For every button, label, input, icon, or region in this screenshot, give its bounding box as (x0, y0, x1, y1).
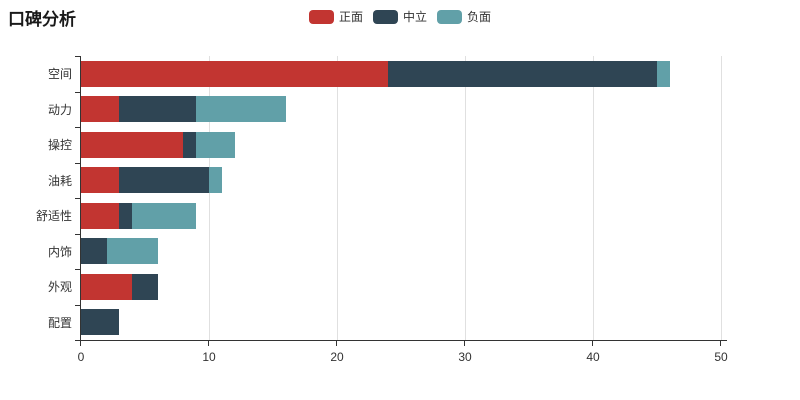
y-axis-tick (75, 340, 80, 341)
stacked-bar (81, 238, 721, 265)
x-axis-tick-label: 40 (586, 350, 600, 364)
bar-segment-正面 (81, 60, 389, 87)
y-axis-label: 内饰 (47, 244, 72, 259)
bar-segment-负面 (208, 167, 222, 194)
bar-row (81, 269, 721, 305)
bar-row (81, 127, 721, 163)
gridline (593, 56, 594, 340)
gridline (465, 56, 466, 340)
x-axis-tick (80, 341, 81, 346)
legend-marker-icon (372, 9, 398, 24)
bar-row (81, 56, 721, 92)
y-axis-label: 舒适性 (35, 209, 72, 224)
bar-segment-中立 (81, 309, 120, 336)
bar-segment-中立 (119, 202, 133, 229)
x-axis-tick (720, 341, 721, 346)
bar-row (81, 163, 721, 199)
x-axis-tick-label: 10 (202, 350, 216, 364)
y-axis-label: 动力 (47, 102, 72, 117)
y-axis-line (80, 56, 81, 341)
stacked-bar (81, 167, 721, 194)
bar-segment-负面 (656, 60, 670, 87)
bar-segment-中立 (119, 96, 197, 123)
bar-segment-中立 (388, 60, 657, 87)
bar-segment-负面 (106, 238, 158, 265)
legend-item-1[interactable]: 中立 (372, 8, 427, 25)
legend: 正面 中立 负面 (0, 8, 800, 25)
stacked-bar (81, 60, 721, 87)
y-axis-label: 外观 (47, 280, 72, 295)
x-axis-line (80, 340, 727, 341)
bar-segment-正面 (81, 96, 120, 123)
y-axis-tick (75, 198, 80, 199)
y-axis-label: 操控 (47, 138, 72, 153)
bar-segment-正面 (81, 167, 120, 194)
bar-segment-中立 (81, 238, 107, 265)
legend-item-0[interactable]: 正面 (308, 8, 363, 25)
y-axis-tick (75, 127, 80, 128)
gridline (209, 56, 210, 340)
stacked-bar (81, 131, 721, 158)
bar-segment-正面 (81, 202, 120, 229)
legend-marker-icon (308, 9, 334, 24)
y-axis-tick (75, 269, 80, 270)
legend-item-label: 正面 (338, 10, 363, 24)
y-axis-label: 配置 (47, 315, 72, 330)
bar-segment-负面 (132, 202, 197, 229)
chart-title: 口碑分析 (8, 10, 76, 29)
plot-area: 0 10 20 30 40 50 空间动力操控油耗舒适性内饰外观配置 (36, 56, 728, 364)
bar-row (81, 234, 721, 270)
y-axis-label: 油耗 (47, 173, 72, 188)
bar-row (81, 305, 721, 341)
bar-row (81, 198, 721, 234)
y-axis-tick (75, 304, 80, 306)
y-axis-label: 空间 (47, 67, 72, 82)
x-axis-tick (336, 341, 337, 346)
y-axis-tick (75, 162, 80, 164)
bar-segment-中立 (119, 167, 209, 194)
legend-item-label: 负面 (467, 10, 492, 24)
legend-item-label: 中立 (402, 10, 427, 24)
bar-segment-正面 (81, 131, 184, 158)
x-axis-tick (208, 341, 209, 346)
x-axis-tick-label: 20 (330, 350, 344, 364)
y-axis-tick (75, 233, 80, 235)
x-axis-tick-label: 50 (714, 350, 728, 364)
stacked-bar (81, 96, 721, 123)
stacked-bar (81, 202, 721, 229)
gridline (337, 56, 338, 340)
stacked-bar (81, 309, 721, 336)
x-axis-tick (592, 341, 593, 346)
x-axis-tick-label: 0 (77, 350, 85, 364)
legend-item-2[interactable]: 负面 (437, 8, 491, 25)
y-axis-tick (75, 91, 80, 93)
bar-row (81, 92, 721, 128)
y-axis-tick (75, 56, 80, 57)
bar-segment-中立 (132, 273, 158, 300)
stacked-bar (81, 273, 721, 300)
x-axis-tick-label: 30 (458, 350, 472, 364)
bar-segment-负面 (196, 96, 286, 123)
bar-segment-正面 (81, 273, 133, 300)
bar-segment-中立 (183, 131, 197, 158)
legend-marker-icon (437, 9, 462, 24)
gridline (721, 56, 722, 340)
x-axis-tick (464, 341, 465, 346)
bar-segment-负面 (196, 131, 235, 158)
